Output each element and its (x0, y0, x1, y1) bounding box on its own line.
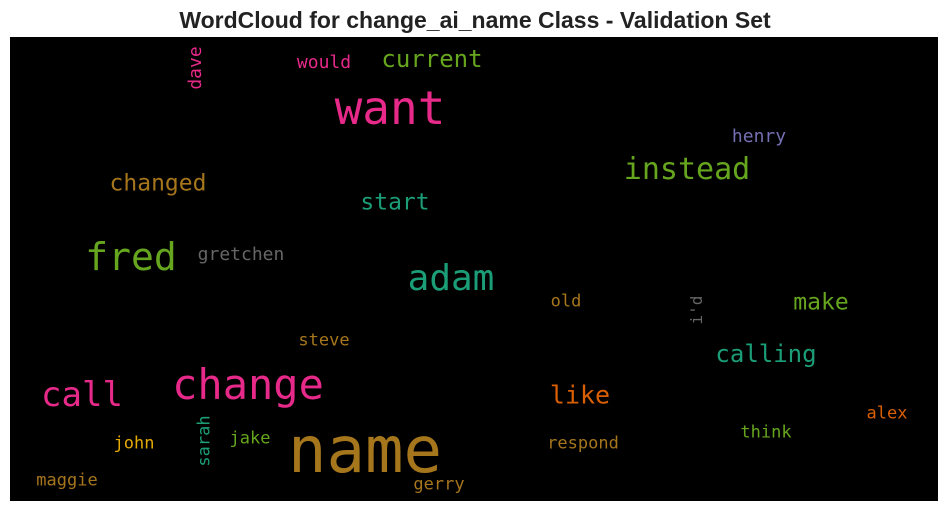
word-want: want (334, 81, 446, 135)
word-instead: instead (623, 152, 751, 187)
word-think: think (740, 422, 792, 443)
word-maggie: maggie (36, 470, 98, 491)
word-gerry: gerry (413, 474, 465, 495)
word-gretchen: gretchen (197, 244, 285, 265)
word-alex: alex (866, 403, 908, 424)
word-name: name (287, 414, 443, 488)
word-change: change (172, 360, 324, 409)
word-old: old (550, 291, 582, 312)
word-calling: calling (715, 340, 817, 368)
word-henry: henry (731, 126, 787, 147)
wordcloud-canvas: name want change adam fred call instead calling… (10, 37, 938, 501)
chart-title: WordCloud for change_ai_name Class - Val… (179, 7, 771, 33)
word-id: i'd (687, 295, 706, 325)
word-adam: adam (407, 258, 495, 299)
word-changed: changed (109, 170, 207, 197)
word-dave: dave (185, 46, 206, 90)
word-jake: jake (229, 428, 271, 449)
word-start: start (360, 189, 430, 216)
word-fred: fred (85, 235, 177, 279)
word-john: john (113, 433, 155, 454)
word-respond: respond (547, 433, 619, 454)
word-sarah: sarah (194, 415, 215, 467)
word-call: call (41, 375, 123, 415)
word-make: make (793, 289, 849, 316)
word-would: would (296, 52, 352, 73)
word-like: like (549, 380, 611, 410)
word-steve: steve (298, 330, 350, 351)
word-current: current (381, 45, 483, 73)
